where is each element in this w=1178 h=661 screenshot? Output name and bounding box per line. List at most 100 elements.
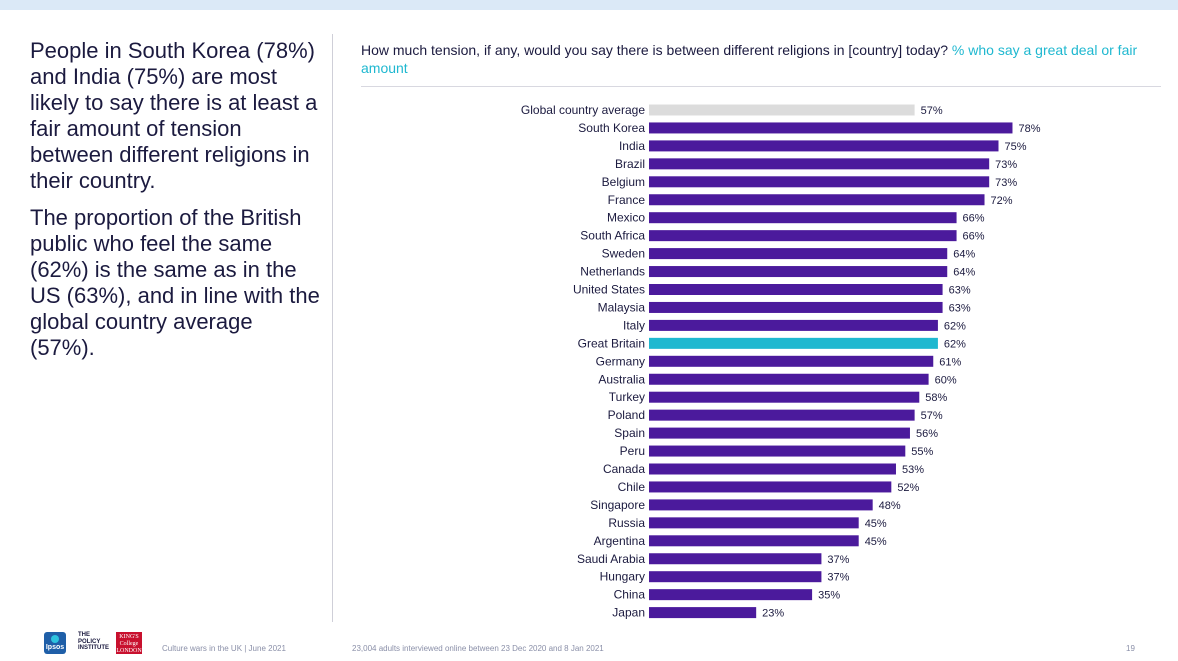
- category-label-australia: Australia: [598, 372, 645, 386]
- value-label-poland: 57%: [921, 410, 943, 422]
- value-label-germany: 61%: [939, 356, 961, 368]
- value-label-sweden: 64%: [953, 249, 975, 261]
- category-label-malaysia: Malaysia: [598, 300, 646, 314]
- value-label-australia: 60%: [935, 374, 957, 386]
- value-label-argentina: 45%: [865, 536, 887, 548]
- category-label-china: China: [614, 588, 646, 602]
- bar-china: [649, 589, 813, 601]
- sample-note: 23,004 adults interviewed online between…: [352, 644, 604, 653]
- value-label-hungary: 37%: [827, 572, 849, 584]
- value-label-china: 35%: [818, 590, 840, 602]
- category-label-turkey: Turkey: [609, 390, 645, 404]
- value-label-south-korea: 78%: [1018, 123, 1040, 135]
- category-label-india: India: [619, 139, 645, 153]
- category-label-netherlands: Netherlands: [580, 265, 645, 279]
- ipsos-logo: Ipsos: [44, 632, 66, 654]
- category-label-peru: Peru: [620, 444, 645, 458]
- category-label-argentina: Argentina: [594, 534, 646, 548]
- chart-question: How much tension, if any, would you say …: [361, 41, 1161, 77]
- bar-australia: [649, 373, 929, 385]
- value-label-japan: 23%: [762, 608, 784, 620]
- category-label-russia: Russia: [608, 516, 645, 530]
- value-label-turkey: 58%: [925, 392, 947, 404]
- category-label-brazil: Brazil: [615, 157, 645, 171]
- category-label-belgium: Belgium: [602, 175, 645, 189]
- value-label-canada: 53%: [902, 464, 924, 476]
- question-rule: [361, 86, 1161, 87]
- bar-japan: [649, 607, 757, 619]
- summary-paragraph-2: The proportion of the British public who…: [30, 205, 320, 360]
- report-title: Culture wars in the UK | June 2021: [162, 644, 286, 653]
- value-label-france: 72%: [991, 195, 1013, 207]
- bar-spain: [649, 427, 910, 439]
- value-label-chile: 52%: [897, 482, 919, 494]
- category-label-chile: Chile: [618, 480, 646, 494]
- category-label-canada: Canada: [603, 462, 645, 476]
- category-label-germany: Germany: [596, 354, 645, 368]
- category-label-mexico: Mexico: [607, 211, 645, 225]
- bar-mexico: [649, 212, 957, 224]
- bar-sweden: [649, 248, 948, 260]
- value-label-india: 75%: [1005, 141, 1027, 153]
- bar-united-states: [649, 284, 943, 295]
- kings-college-logo: KING'S College LONDON: [116, 632, 142, 654]
- value-label-spain: 56%: [916, 428, 938, 440]
- category-label-south-africa: South Africa: [580, 229, 645, 243]
- category-label-south-korea: South Korea: [578, 121, 645, 135]
- bar-argentina: [649, 535, 859, 547]
- category-label-italy: Italy: [623, 318, 645, 332]
- bar-canada: [649, 463, 896, 475]
- bar-italy: [649, 319, 938, 331]
- question-text: How much tension, if any, would you say …: [361, 42, 949, 58]
- category-label-spain: Spain: [614, 426, 645, 440]
- category-label-saudi-arabia: Saudi Arabia: [577, 552, 645, 566]
- category-label-sweden: Sweden: [602, 247, 645, 261]
- bar-france: [649, 194, 985, 206]
- bar-poland: [649, 409, 915, 421]
- value-label-south-africa: 66%: [963, 231, 985, 243]
- value-label-mexico: 66%: [963, 213, 985, 225]
- bar-hungary: [649, 571, 822, 583]
- bar-south-korea: [649, 122, 1013, 134]
- category-label-great-britain: Great Britain: [578, 336, 645, 350]
- bar-singapore: [649, 499, 873, 511]
- bar-south-africa: [649, 230, 957, 242]
- top-banner: [0, 0, 1178, 10]
- bar-turkey: [649, 391, 920, 403]
- bar-peru: [649, 445, 906, 457]
- summary-text: People in South Korea (78%) and India (7…: [30, 38, 320, 372]
- bar-great-britain: [649, 337, 938, 349]
- bar-malaysia: [649, 301, 943, 313]
- policy-institute-logo: THE POLICY INSTITUTE: [78, 632, 109, 651]
- category-label-global-country-average: Global country average: [521, 103, 645, 117]
- bar-global-country-average: [649, 104, 915, 116]
- category-label-singapore: Singapore: [590, 498, 645, 512]
- value-label-italy: 62%: [944, 320, 966, 332]
- value-label-global-country-average: 57%: [921, 105, 943, 117]
- bar-belgium: [649, 176, 990, 188]
- bar-chart: Global country average 57% South Korea 78% I…: [521, 103, 1041, 620]
- bar-india: [649, 140, 999, 152]
- value-label-belgium: 73%: [995, 177, 1017, 189]
- summary-paragraph-1: People in South Korea (78%) and India (7…: [30, 38, 318, 193]
- value-label-russia: 45%: [865, 518, 887, 530]
- category-label-japan: Japan: [612, 606, 645, 620]
- footer: Ipsos THE POLICY INSTITUTE KING'S Colleg…: [0, 630, 1178, 661]
- value-label-netherlands: 64%: [953, 267, 975, 279]
- category-label-hungary: Hungary: [600, 570, 645, 584]
- value-label-peru: 55%: [911, 446, 933, 458]
- bar-germany: [649, 355, 934, 367]
- value-label-brazil: 73%: [995, 159, 1017, 171]
- value-label-singapore: 48%: [879, 500, 901, 512]
- page-number: 19: [1126, 644, 1135, 653]
- bar-brazil: [649, 158, 990, 170]
- category-label-france: France: [608, 193, 646, 207]
- category-label-poland: Poland: [608, 408, 645, 422]
- value-label-united-states: 63%: [949, 285, 971, 297]
- bar-saudi-arabia: [649, 553, 822, 565]
- bar-russia: [649, 517, 859, 529]
- vertical-divider: [332, 34, 333, 622]
- question-highlight: % who say a great deal or fair amount: [361, 42, 1138, 76]
- value-label-great-britain: 62%: [944, 338, 966, 350]
- category-label-united-states: United States: [573, 283, 645, 297]
